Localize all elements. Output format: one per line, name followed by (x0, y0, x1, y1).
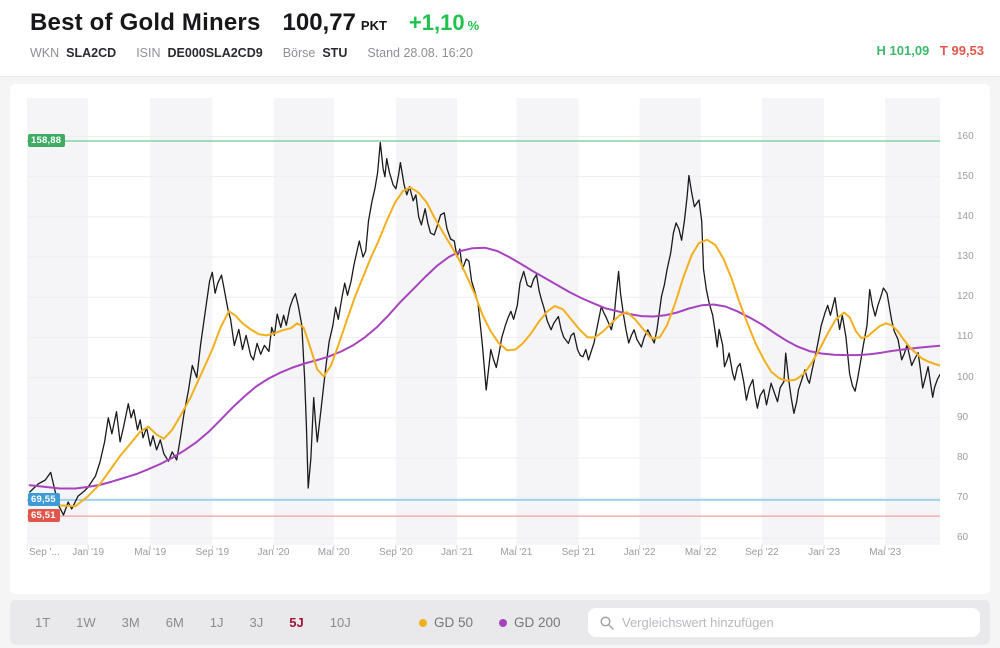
x-axis-label: Sep '20 (379, 547, 413, 558)
change-value: +1,10 (408, 10, 465, 35)
period-button-1t[interactable]: 1T (22, 609, 63, 636)
chart-canvas[interactable] (27, 98, 940, 563)
chart-card: 158,88 69,55 65,51 Sep '... Jan '19 Mai '19 S… (10, 84, 990, 594)
plot-stripe (273, 98, 334, 545)
plot-stripe (150, 98, 213, 545)
x-axis-label: Mai '22 (684, 547, 717, 558)
legend-gd50[interactable]: GD 50 (419, 615, 473, 630)
y-axis-label: 140 (957, 210, 974, 222)
gd50-dot-icon (419, 618, 427, 627)
chart-toolbar: 1T 1W 3M 6M 1J 3J 5J 10J GD 50 GD 200 (10, 600, 990, 645)
y-axis-label: 110 (957, 331, 973, 343)
plot-stripe (639, 98, 701, 545)
title-row: Best of Gold Miners 100,77 PKT +1,10% (30, 9, 479, 37)
plot-stripe (395, 98, 458, 545)
isin-label: ISIN (136, 46, 161, 60)
day-high-low: H 101,09 T 99,53 (877, 43, 984, 58)
compare-search-input[interactable] (588, 608, 980, 637)
period-button-6m[interactable]: 6M (153, 609, 197, 636)
series-GD 50 (28, 186, 940, 508)
period-button-3j[interactable]: 3J (237, 609, 277, 636)
x-axis-label: Sep '... (29, 547, 60, 558)
y-axis-label: 130 (957, 251, 974, 263)
x-axis-label: Mai '20 (317, 547, 350, 558)
price-change: +1,10% (409, 10, 479, 36)
series-GD 200 (28, 246, 940, 490)
x-axis-label: Jan '23 (808, 547, 841, 558)
change-unit: % (467, 18, 480, 33)
plot-stripe (27, 98, 89, 545)
instrument-meta: WKN SLA2CD ISIN DE000SLA2CD9 Börse STU S… (30, 46, 473, 60)
plot-stripe (885, 98, 940, 545)
period-button-10j[interactable]: 10J (317, 609, 364, 636)
wkn-label: WKN (30, 46, 60, 60)
day-high: H 101,09 (876, 43, 930, 58)
y-axis-label: 80 (957, 451, 969, 463)
exchange-value: STU (322, 46, 348, 60)
y-axis-label: 100 (957, 371, 974, 383)
day-low: T 99,53 (939, 43, 984, 58)
x-axis-label: Mai '21 (500, 547, 533, 558)
period-button-1w[interactable]: 1W (63, 609, 109, 636)
price-value: 100,77 (282, 9, 356, 36)
plot-stripe (761, 98, 825, 545)
x-axis-label: Jan '20 (257, 547, 290, 558)
legend-gd200[interactable]: GD 200 (499, 615, 561, 630)
y-axis-label: 160 (957, 130, 974, 142)
wkn-value: SLA2CD (66, 46, 117, 60)
period-button-3m[interactable]: 3M (109, 609, 153, 636)
price-chart[interactable]: 158,88 69,55 65,51 Sep '... Jan '19 Mai '19 S… (27, 98, 940, 563)
y-axis-label: 70 (957, 492, 969, 504)
y-axis-label: 60 (957, 532, 969, 544)
isin-value: DE000SLA2CD9 (167, 46, 263, 60)
page-title: Best of Gold Miners (30, 9, 261, 36)
period-buttons: 1T 1W 3M 6M 1J 3J 5J 10J (22, 600, 364, 645)
current-price: 100,77 PKT (283, 9, 387, 37)
series-price (29, 141, 940, 516)
x-axis-label: Mai '19 (134, 547, 167, 558)
legend-gd200-label: GD 200 (514, 615, 561, 630)
y-axis-label: 90 (957, 411, 969, 423)
period-button-5j[interactable]: 5J (276, 609, 316, 636)
x-axis-label: Jan '22 (623, 547, 656, 558)
y-axis-label: 120 (957, 291, 974, 303)
gd200-dot-icon (499, 618, 508, 627)
x-axis-label: Jan '21 (441, 547, 473, 558)
as-of-timestamp: Stand 28.08. 16:20 (367, 46, 473, 60)
legend-gd50-label: GD 50 (434, 615, 474, 630)
compare-search (588, 608, 980, 637)
chart-legend: GD 50 GD 200 (419, 600, 561, 645)
threshold-label-mid-level: 69,55 (28, 492, 60, 506)
price-unit: PKT (360, 18, 387, 33)
exchange-label: Börse (282, 46, 316, 60)
x-axis-label: Mai '23 (869, 547, 902, 558)
threshold-label-period-high: 158,88 (28, 134, 66, 147)
x-axis-label: Sep '21 (561, 547, 596, 558)
period-button-1j[interactable]: 1J (197, 609, 237, 636)
x-axis-label: Sep '22 (745, 547, 779, 558)
x-axis-label: Jan '19 (72, 547, 105, 558)
y-axis-label: 150 (957, 170, 974, 182)
header: Best of Gold Miners 100,77 PKT +1,10% WKN… (0, 0, 1000, 77)
threshold-label-period-low: 65,51 (28, 509, 60, 523)
x-axis-label: Sep '19 (195, 547, 230, 558)
y-axis: 60 70 80 90 100 110 120 130 140 150 160 (947, 98, 985, 551)
